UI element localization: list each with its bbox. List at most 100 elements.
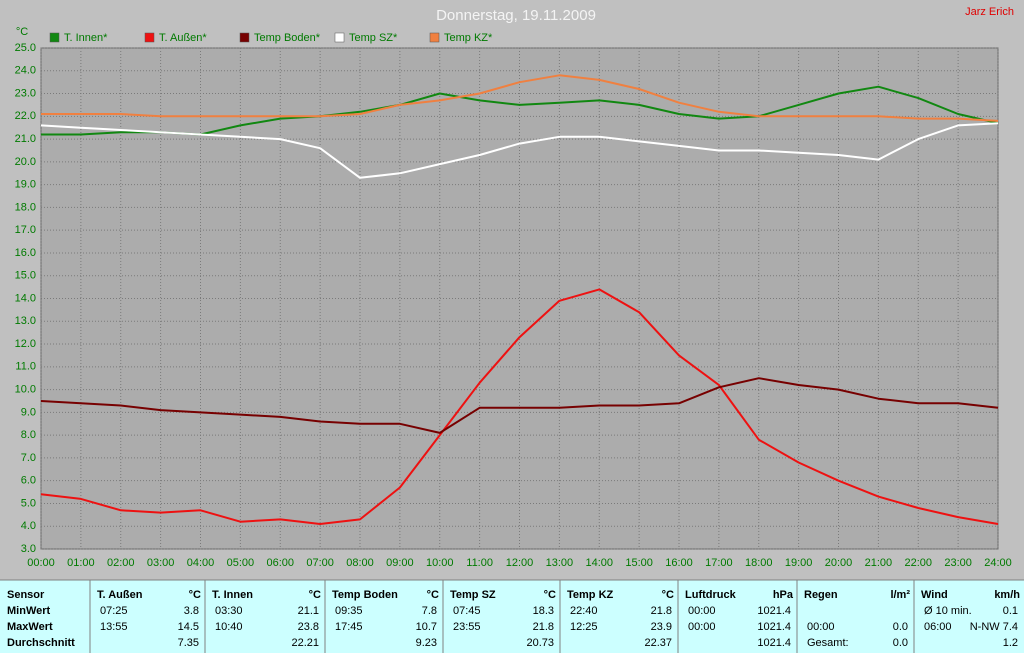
x-tick-label: 21:00: [865, 557, 893, 569]
y-tick-label: 25.0: [15, 42, 36, 54]
cell-label: 06:00: [924, 621, 952, 633]
column-unit: hPa: [773, 589, 794, 601]
column-header: Sensor: [7, 589, 45, 601]
y-tick-label: 23.0: [15, 87, 36, 99]
column-header: T. Außen: [97, 589, 143, 601]
legend-label: T. Außen*: [159, 32, 207, 44]
series-line: [40, 377, 999, 434]
legend-label: T. Innen*: [64, 32, 108, 44]
cell-label: 07:45: [453, 605, 481, 617]
cell-label: 00:00: [807, 621, 835, 633]
column-header: T. Innen: [212, 589, 253, 601]
legend-label: Temp KZ*: [444, 32, 493, 44]
y-tick-label: 11.0: [15, 361, 36, 373]
x-tick-label: 11:00: [466, 557, 493, 569]
cell-value: 1021.4: [757, 621, 791, 633]
x-tick-label: 03:00: [147, 557, 175, 569]
table-background: [0, 580, 1024, 653]
column-unit: l/m²: [890, 589, 910, 601]
x-tick-label: 13:00: [546, 557, 574, 569]
y-tick-label: 17.0: [15, 224, 36, 236]
cell-value: 7.8: [422, 605, 437, 617]
cell-value: N-NW 7.4: [970, 621, 1018, 633]
cell-value: 1021.4: [757, 605, 791, 617]
cell-label: 09:35: [335, 605, 363, 617]
y-tick-label: 6.0: [21, 475, 36, 487]
row-label: Durchschnitt: [7, 637, 75, 649]
column-header: Wind: [921, 589, 948, 601]
x-tick-label: 00:00: [27, 557, 55, 569]
x-tick-label: 15:00: [625, 557, 653, 569]
cell-label: 10:40: [215, 621, 243, 633]
x-tick-label: 23:00: [944, 557, 972, 569]
x-tick-label: 17:00: [705, 557, 733, 569]
x-tick-label: 14:00: [585, 557, 613, 569]
series-line: [41, 74, 999, 122]
y-tick-label: 20.0: [15, 156, 36, 168]
cell-label: 17:45: [335, 621, 363, 633]
cell-label: 00:00: [688, 605, 716, 617]
cell-label: 22:40: [570, 605, 598, 617]
x-tick-label: 10:00: [426, 557, 454, 569]
x-tick-label: 01:00: [67, 557, 95, 569]
column-header: Temp SZ: [450, 589, 496, 601]
chart-title: Donnerstag, 19.11.2009: [436, 7, 596, 24]
cell-value: 22.21: [291, 637, 319, 649]
cell-label: 23:55: [453, 621, 481, 633]
y-tick-label: 8.0: [21, 429, 36, 441]
legend-swatch: [429, 32, 440, 43]
column-unit: °C: [544, 589, 556, 601]
y-axis-label: °C: [16, 26, 28, 38]
cell-value: 1021.4: [757, 637, 791, 649]
cell-label: 12:25: [570, 621, 598, 633]
cell-value: 9.23: [416, 637, 437, 649]
cell-label: Gesamt:: [807, 637, 849, 649]
y-tick-label: 13.0: [15, 315, 36, 327]
cell-label: 13:55: [100, 621, 128, 633]
y-tick-label: 24.0: [15, 65, 36, 77]
cell-value: 21.1: [298, 605, 319, 617]
x-tick-label: 19:00: [785, 557, 813, 569]
cell-value: 0.0: [893, 621, 908, 633]
y-tick-label: 21.0: [15, 133, 36, 145]
cell-value: 0.0: [893, 637, 908, 649]
column-unit: °C: [662, 589, 674, 601]
x-tick-label: 04:00: [187, 557, 215, 569]
column-unit: °C: [309, 589, 321, 601]
legend-swatch: [239, 32, 250, 43]
y-tick-label: 12.0: [15, 338, 36, 350]
y-tick-label: 7.0: [21, 452, 36, 464]
cell-value: 21.8: [533, 621, 554, 633]
legend-swatch: [49, 32, 60, 43]
cell-value: 23.8: [298, 621, 319, 633]
x-tick-label: 18:00: [745, 557, 773, 569]
series-line: [40, 288, 999, 525]
y-tick-label: 14.0: [15, 292, 36, 304]
x-tick-label: 12:00: [506, 557, 534, 569]
x-tick-label: 07:00: [306, 557, 334, 569]
column-unit: °C: [427, 589, 439, 601]
x-tick-label: 08:00: [346, 557, 374, 569]
y-tick-label: 5.0: [21, 497, 36, 509]
x-tick-label: 16:00: [665, 557, 693, 569]
y-tick-label: 16.0: [15, 247, 36, 259]
author: Jarz Erich: [965, 6, 1014, 18]
cell-value: 14.5: [178, 621, 199, 633]
y-tick-label: 10.0: [15, 383, 36, 395]
y-tick-label: 3.0: [21, 543, 36, 555]
legend-label: Temp Boden*: [254, 32, 321, 44]
x-tick-label: 02:00: [107, 557, 135, 569]
y-tick-label: 9.0: [21, 406, 36, 418]
x-tick-label: 06:00: [266, 557, 294, 569]
y-tick-label: 18.0: [15, 201, 36, 213]
x-tick-label: 20:00: [825, 557, 853, 569]
x-tick-label: 05:00: [227, 557, 255, 569]
x-tick-label: 22:00: [904, 557, 932, 569]
column-header: Regen: [804, 589, 838, 601]
column-header: Luftdruck: [685, 589, 737, 601]
cell-value: 10.7: [416, 621, 437, 633]
cell-value: 0.1: [1003, 605, 1018, 617]
column-header: Temp KZ: [567, 589, 614, 601]
legend-swatch: [334, 32, 345, 43]
